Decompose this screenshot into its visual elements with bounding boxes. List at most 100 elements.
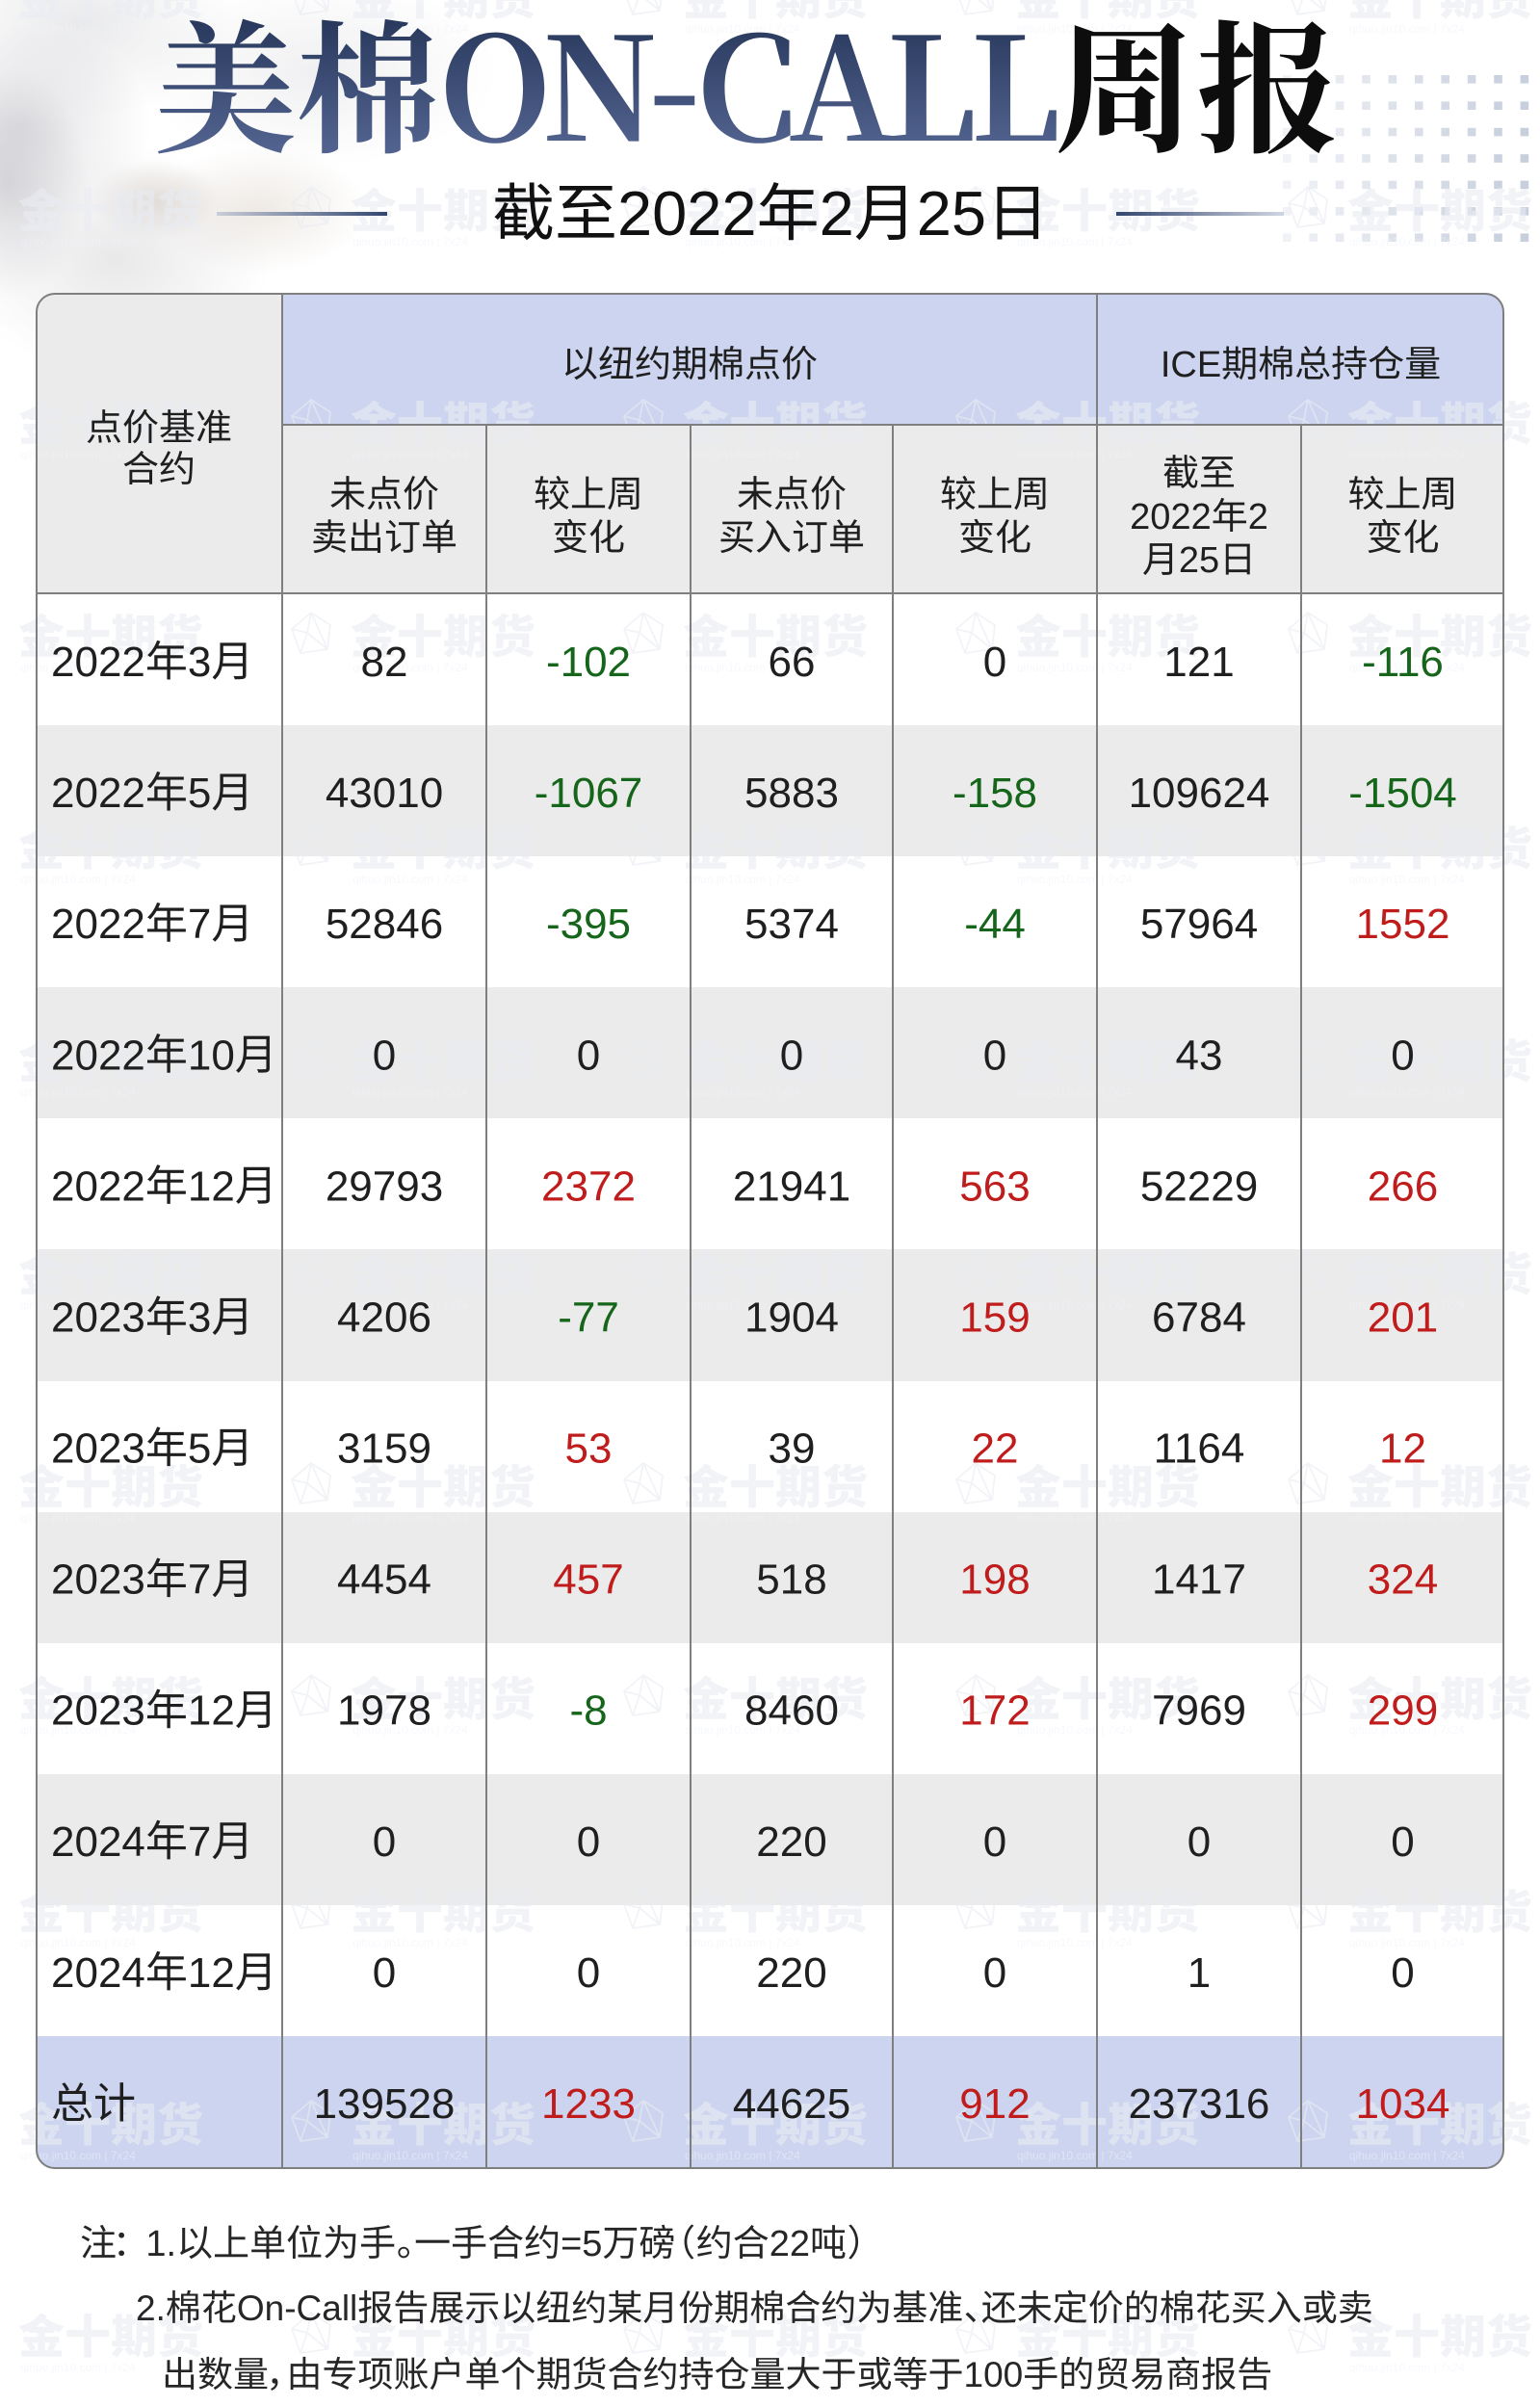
svg-text:518: 518 — [756, 1556, 826, 1604]
svg-text:-44: -44 — [964, 901, 1026, 948]
svg-text:3159: 3159 — [337, 1425, 431, 1473]
svg-text:0: 0 — [1391, 1949, 1414, 1997]
svg-text:2024: 2024 — [51, 1949, 145, 1997]
svg-text:2.: 2. — [136, 2288, 166, 2328]
svg-text:2023: 2023 — [51, 1294, 145, 1341]
svg-text:0: 0 — [983, 1818, 1006, 1866]
svg-text:0: 0 — [373, 1032, 396, 1079]
svg-text:66: 66 — [769, 639, 816, 686]
svg-text:1417: 1417 — [1152, 1556, 1246, 1604]
svg-text:12: 12 — [1379, 1425, 1426, 1473]
svg-text:On-Call: On-Call — [237, 2288, 357, 2328]
svg-text:-116: -116 — [1362, 639, 1444, 686]
svg-text:ICE: ICE — [1161, 345, 1221, 385]
svg-text:0: 0 — [373, 1949, 396, 1997]
svg-text:100: 100 — [964, 2355, 1024, 2394]
svg-text:2023: 2023 — [51, 1556, 145, 1604]
svg-text:7: 7 — [188, 1556, 211, 1604]
svg-text:2022: 2022 — [51, 770, 145, 817]
svg-text:121: 121 — [1163, 639, 1234, 686]
svg-text:-1067: -1067 — [535, 770, 643, 817]
svg-text:2022: 2022 — [1130, 497, 1212, 537]
svg-text:2023: 2023 — [51, 1687, 145, 1735]
svg-text:0: 0 — [1188, 1818, 1211, 1866]
svg-text:12: 12 — [188, 1949, 235, 1997]
svg-text:22: 22 — [972, 1425, 1019, 1473]
svg-text:4454: 4454 — [337, 1556, 431, 1604]
svg-text:563: 563 — [959, 1163, 1030, 1210]
svg-text:2022: 2022 — [617, 178, 757, 248]
svg-text:53: 53 — [565, 1425, 613, 1473]
svg-text:-1504: -1504 — [1348, 770, 1457, 817]
svg-text:52846: 52846 — [326, 901, 443, 948]
svg-text:5374: 5374 — [744, 901, 839, 948]
svg-text:43010: 43010 — [326, 770, 443, 817]
svg-text:25: 25 — [917, 178, 986, 248]
svg-text:7: 7 — [188, 901, 211, 948]
svg-text:198: 198 — [959, 1556, 1030, 1604]
svg-text:=5: =5 — [561, 2224, 602, 2264]
svg-text:44625: 44625 — [733, 2080, 850, 2128]
svg-text:324: 324 — [1368, 1556, 1438, 1604]
svg-text:299: 299 — [1368, 1687, 1438, 1735]
svg-text:1.: 1. — [145, 2224, 176, 2264]
svg-text:2022: 2022 — [51, 1032, 145, 1079]
svg-text:-8: -8 — [569, 1687, 607, 1735]
svg-text:25: 25 — [1179, 540, 1219, 581]
svg-text:1904: 1904 — [744, 1294, 839, 1341]
svg-text:266: 266 — [1368, 1163, 1438, 1210]
svg-text:0: 0 — [1391, 1818, 1414, 1866]
svg-text:0: 0 — [1391, 1032, 1414, 1079]
svg-text:52229: 52229 — [1140, 1163, 1258, 1210]
svg-text:29793: 29793 — [326, 1163, 443, 1210]
svg-text:2372: 2372 — [541, 1163, 636, 1210]
svg-text:6784: 6784 — [1152, 1294, 1246, 1341]
svg-text:82: 82 — [361, 639, 408, 686]
svg-text:57964: 57964 — [1140, 901, 1258, 948]
svg-text:7: 7 — [188, 1818, 211, 1866]
svg-text:3: 3 — [188, 639, 211, 686]
svg-text:5: 5 — [188, 1425, 211, 1473]
svg-text:2022: 2022 — [51, 1163, 145, 1210]
svg-text:1034: 1034 — [1356, 2080, 1450, 2128]
svg-text:4206: 4206 — [337, 1294, 431, 1341]
svg-text:-102: -102 — [546, 639, 631, 686]
svg-text:0: 0 — [983, 1949, 1006, 1997]
svg-text:201: 201 — [1368, 1294, 1438, 1341]
svg-text:457: 457 — [553, 1556, 623, 1604]
svg-text:12: 12 — [188, 1687, 235, 1735]
svg-text:109624: 109624 — [1129, 770, 1270, 817]
svg-text:220: 220 — [756, 1818, 826, 1866]
svg-text:0: 0 — [577, 1818, 600, 1866]
svg-text:2: 2 — [1248, 497, 1268, 537]
svg-text:0: 0 — [577, 1032, 600, 1079]
svg-text:2023: 2023 — [51, 1425, 145, 1473]
svg-text:3: 3 — [188, 1294, 211, 1341]
svg-text:39: 39 — [769, 1425, 816, 1473]
svg-text:2022: 2022 — [51, 639, 145, 686]
svg-text:2: 2 — [820, 178, 854, 248]
svg-text:1164: 1164 — [1154, 1425, 1245, 1473]
svg-text:2024: 2024 — [51, 1818, 145, 1866]
svg-text:5883: 5883 — [744, 770, 839, 817]
svg-text:7969: 7969 — [1152, 1687, 1246, 1735]
svg-text:237316: 237316 — [1129, 2080, 1270, 2128]
svg-text:-158: -158 — [953, 770, 1037, 817]
svg-text:8460: 8460 — [744, 1687, 839, 1735]
svg-text:220: 220 — [756, 1949, 826, 1997]
svg-text:-77: -77 — [558, 1294, 619, 1341]
svg-text:912: 912 — [959, 2080, 1030, 2128]
svg-text:21941: 21941 — [733, 1163, 850, 1210]
svg-text:172: 172 — [959, 1687, 1030, 1735]
svg-text:139528: 139528 — [314, 2080, 456, 2128]
svg-text:1978: 1978 — [337, 1687, 431, 1735]
svg-text:0: 0 — [780, 1032, 803, 1079]
svg-text:1: 1 — [1188, 1949, 1211, 1997]
svg-text:-395: -395 — [546, 901, 631, 948]
svg-text:5: 5 — [188, 770, 211, 817]
svg-text:0: 0 — [983, 1032, 1006, 1079]
svg-text:0: 0 — [983, 639, 1006, 686]
svg-text:0: 0 — [577, 1949, 600, 1997]
svg-text:43: 43 — [1176, 1032, 1223, 1079]
svg-text:1552: 1552 — [1356, 901, 1450, 948]
